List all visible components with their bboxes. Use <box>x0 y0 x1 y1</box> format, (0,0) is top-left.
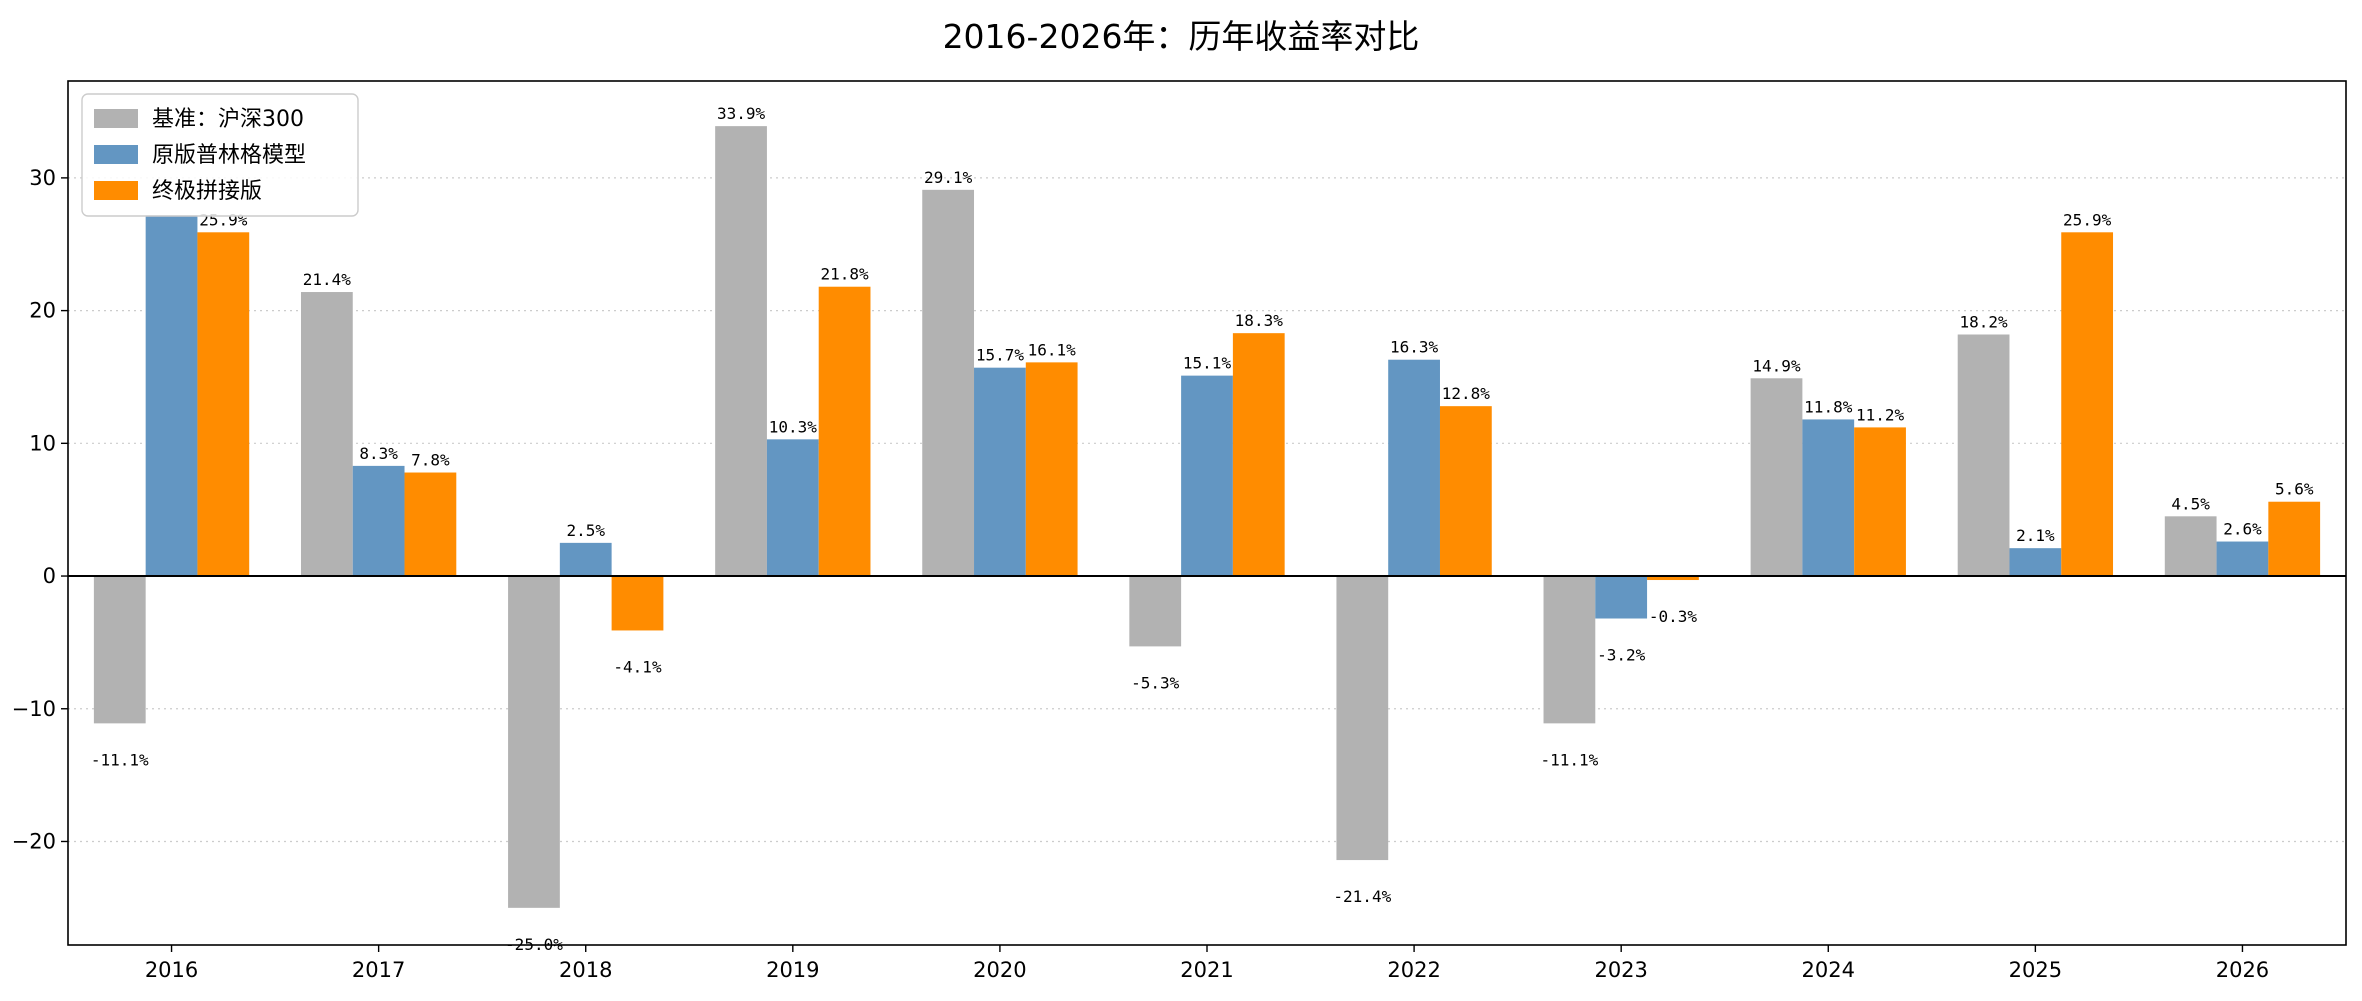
bars <box>93 126 2321 908</box>
bar <box>1957 334 2010 577</box>
bar <box>611 576 664 631</box>
data-label: 18.2% <box>1960 312 2009 331</box>
data-label: -11.1% <box>1541 750 1599 769</box>
legend-label: 基准：沪深300 <box>152 107 304 132</box>
x-tick-label: 2022 <box>1387 958 1440 982</box>
value-labels: -11.1%21.4%-25.0%33.9%29.1%-5.3%-21.4%-1… <box>91 104 2314 954</box>
bar <box>93 576 146 724</box>
data-label: -5.3% <box>1131 673 1180 692</box>
data-label: 16.3% <box>1390 338 1439 357</box>
y-tick-label: 10 <box>29 431 56 455</box>
bar <box>2216 541 2269 577</box>
data-label: 2.1% <box>2016 526 2055 545</box>
bar <box>1439 406 1492 577</box>
chart-title: 2016-2026年：历年收益率对比 <box>942 17 1420 56</box>
data-label: 33.9% <box>717 104 766 123</box>
bar <box>1802 419 1855 577</box>
x-tick-label: 2019 <box>766 958 819 982</box>
bar <box>1129 576 1182 647</box>
data-label: 10.3% <box>769 417 818 436</box>
legend-label: 终极拼接版 <box>152 179 262 204</box>
x-tick-label: 2024 <box>1802 958 1855 982</box>
data-label: -4.1% <box>613 657 662 676</box>
bar <box>1595 576 1648 619</box>
legend-box <box>81 93 359 217</box>
axis-ticks: −20 −10 0 10 20 30 2016 2017 2018 2019 2020 2021 202… <box>12 166 2270 982</box>
data-label: 14.9% <box>1752 356 1801 375</box>
bar <box>1854 427 1906 577</box>
y-tick-label: 30 <box>29 166 56 190</box>
bar <box>508 576 560 908</box>
data-label: -21.4% <box>1333 887 1391 906</box>
bar <box>818 286 871 577</box>
bar <box>1543 576 1596 724</box>
y-tick-label: −20 <box>12 829 56 853</box>
data-label: 15.1% <box>1183 354 1232 373</box>
data-label: 25.9% <box>2063 210 2112 229</box>
x-tick-label: 2025 <box>2009 958 2062 982</box>
data-label: 29.1% <box>924 168 973 187</box>
bar <box>404 472 457 577</box>
x-tick-label: 2021 <box>1180 958 1233 982</box>
bar <box>715 126 767 577</box>
x-tick-label: 2023 <box>1594 958 1647 982</box>
bar <box>922 189 975 577</box>
bar <box>1388 359 1440 577</box>
data-label: -11.1% <box>91 750 149 769</box>
bar <box>1336 576 1389 861</box>
bar <box>300 292 353 577</box>
data-label: 21.8% <box>821 265 870 284</box>
legend-swatch <box>94 145 138 164</box>
bar <box>1647 576 1699 581</box>
x-tick-label: 2020 <box>973 958 1026 982</box>
data-label: 5.6% <box>2275 480 2314 499</box>
data-label: -0.3% <box>1649 607 1698 626</box>
data-label: 11.2% <box>1856 405 1905 424</box>
data-label: 12.8% <box>1442 384 1491 403</box>
bar <box>352 465 405 577</box>
y-tick-label: 20 <box>29 299 56 323</box>
data-label: -3.2% <box>1597 646 1646 665</box>
data-label: 15.7% <box>976 346 1025 365</box>
data-label: 7.8% <box>411 451 450 470</box>
y-tick-label: 0 <box>43 564 56 588</box>
x-tick-label: 2026 <box>2216 958 2269 982</box>
bar <box>1750 378 1803 577</box>
bar <box>197 232 250 577</box>
y-tick-label: −10 <box>12 697 56 721</box>
legend-swatch <box>94 109 138 128</box>
bar <box>2009 548 2062 577</box>
bar <box>2061 232 2114 577</box>
bar <box>974 367 1026 577</box>
legend-swatch <box>94 181 138 200</box>
bar <box>145 215 198 577</box>
bar <box>2268 501 2321 577</box>
bar <box>1232 333 1285 577</box>
bar <box>766 439 819 577</box>
data-label: 11.8% <box>1804 397 1853 416</box>
data-label: 2.5% <box>566 521 605 540</box>
x-tick-label: 2018 <box>559 958 612 982</box>
legend-label: 原版普林格模型 <box>152 143 306 168</box>
bar <box>559 542 612 577</box>
data-label: 2.6% <box>2223 520 2262 539</box>
data-label: 18.3% <box>1235 311 1284 330</box>
bar <box>1025 362 1078 577</box>
bar <box>2164 516 2217 577</box>
data-label: 8.3% <box>359 444 398 463</box>
data-label: 16.1% <box>1028 340 1077 359</box>
x-tick-label: 2016 <box>145 958 198 982</box>
x-tick-label: 2017 <box>352 958 405 982</box>
data-label: 21.4% <box>303 270 352 289</box>
data-label: 4.5% <box>2171 494 2210 513</box>
bar <box>1181 375 1233 577</box>
